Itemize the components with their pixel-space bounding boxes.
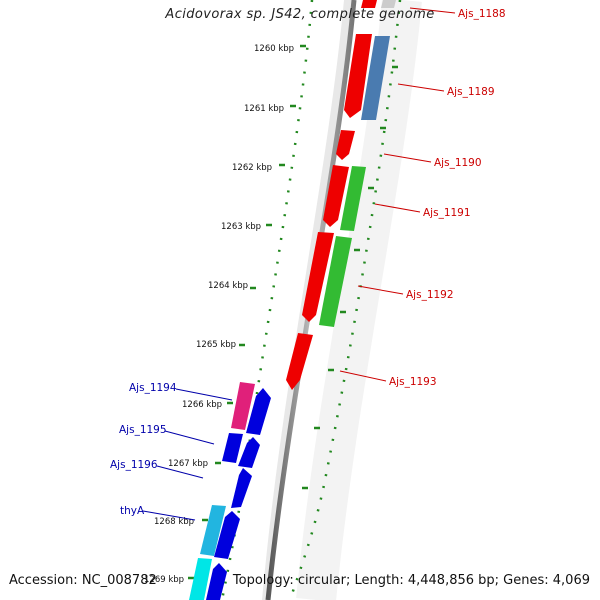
scale-label: 1266 kbp — [182, 400, 222, 410]
gene-ajs-1195[interactable] — [222, 433, 243, 463]
gene-ajs-1190[interactable] — [336, 130, 355, 160]
gene-label-ajs-1188[interactable]: Ajs_1188 — [458, 8, 506, 20]
leader-lines-reverse — [142, 388, 233, 521]
gene-thya[interactable] — [200, 505, 226, 556]
gene-label-ajs-1190[interactable]: Ajs_1190 — [434, 157, 482, 169]
gene-label-ajs-1194[interactable]: Ajs_1194 — [129, 382, 177, 394]
scale-label: 1265 kbp — [196, 340, 236, 350]
gene-ajs-1191-b[interactable] — [340, 166, 366, 231]
gene-ajs-1189-b[interactable] — [361, 36, 390, 120]
gene-ajs-1195-b[interactable] — [238, 437, 260, 468]
gene-ajs-1192-a[interactable] — [302, 232, 334, 322]
scale-label: 1261 kbp — [244, 104, 284, 114]
gene-label-ajs-1191[interactable]: Ajs_1191 — [423, 207, 471, 219]
scale-label: 1260 kbp — [254, 44, 294, 54]
gene-ajs-1194-b[interactable] — [246, 388, 271, 435]
gene-label-ajs-1196[interactable]: Ajs_1196 — [110, 459, 158, 471]
outer-major-ticks — [302, 65, 398, 490]
scale-label: 1263 kbp — [221, 222, 261, 232]
gene-label-ajs-1192[interactable]: Ajs_1192 — [406, 289, 454, 301]
gene-label-ajs-1189[interactable]: Ajs_1189 — [447, 86, 495, 98]
scale-label: 1267 kbp — [168, 459, 208, 469]
gene-thya-b[interactable] — [214, 511, 240, 559]
gene-ajs-1194[interactable] — [231, 382, 255, 430]
gene-blue-last[interactable] — [206, 563, 227, 600]
accession-text: Accession: NC_008782 — [9, 573, 157, 588]
gene-ajs-1191-a[interactable] — [323, 165, 349, 227]
gene-ajs-1188-b[interactable] — [381, 0, 396, 8]
forward-genes — [286, 0, 396, 390]
gene-label-ajs-1195[interactable]: Ajs_1195 — [119, 424, 167, 436]
inner-major-ticks — [188, 44, 306, 580]
scale-label: 1264 kbp — [208, 281, 248, 291]
gene-label-ajs-1193[interactable]: Ajs_1193 — [389, 376, 437, 388]
map-title: Acidovorax sp. JS42, complete genome — [165, 7, 435, 22]
gene-ajs-1189-a[interactable] — [344, 34, 372, 118]
gene-ajs-1192-b[interactable] — [319, 236, 352, 327]
reverse-genes — [189, 382, 271, 600]
genome-summary-text: Topology: circular; Length: 4,448,856 bp… — [232, 573, 590, 588]
scale-label: 1268 kbp — [154, 517, 194, 527]
backbone-inner — [296, 0, 422, 600]
leader-lines-forward — [339, 7, 456, 382]
gene-ajs-1193[interactable] — [286, 333, 313, 390]
inner-ruler — [220, 0, 314, 600]
scale-label: 1269 kbp — [144, 575, 184, 585]
gene-aqua[interactable] — [189, 558, 212, 600]
gene-label-thya[interactable]: thyA — [120, 505, 145, 517]
scale-label: 1262 kbp — [232, 163, 272, 173]
gene-ajs-1188[interactable] — [361, 0, 377, 8]
gene-ajs-1196[interactable] — [231, 468, 252, 508]
